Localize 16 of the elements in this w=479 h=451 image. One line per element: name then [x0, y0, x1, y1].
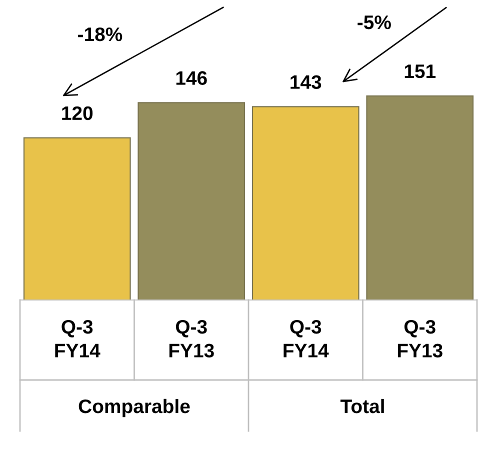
bar: [252, 106, 360, 300]
text: Comparable: [78, 398, 190, 418]
x-tick-label: Q-3 FY14: [284, 320, 329, 358]
data-label: 146: [176, 71, 207, 85]
bar: [366, 95, 474, 300]
x-tick-label: Q-3 FY13: [169, 320, 214, 358]
data-label: 143: [290, 75, 322, 90]
x-tick-label: Q-3 FY14: [55, 320, 100, 358]
text: Total: [340, 398, 384, 414]
text: -5%: [358, 16, 391, 30]
bar: [138, 102, 246, 300]
bar: [23, 137, 131, 300]
data-label: 120: [62, 106, 93, 120]
data-label: 151: [404, 64, 436, 78]
text: -18%: [78, 27, 122, 42]
x-tick-label: Q-3 FY13: [398, 320, 442, 358]
